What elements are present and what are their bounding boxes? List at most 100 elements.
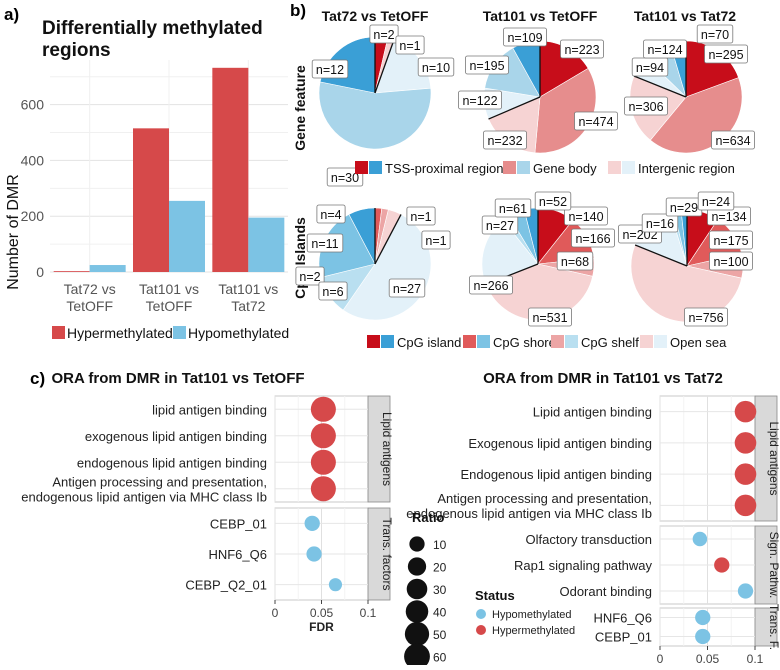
ora-term-label: Exogenous lipid antigen binding <box>468 436 652 451</box>
legend-label: CpG island <box>397 335 461 350</box>
pie-label-box <box>318 281 348 301</box>
legend-swatch <box>381 335 394 348</box>
ratio-legend-label: 20 <box>433 561 447 575</box>
ora-strip-label: Trans. factors <box>380 518 394 591</box>
ratio-legend-dot <box>404 643 430 670</box>
status-legend-dot-hyper <box>476 625 486 635</box>
ora-dot-plots: ORA from DMR in Tat101 vs TetOFF Lipid an… <box>21 370 780 670</box>
ora-dot <box>310 396 336 422</box>
ratio-legend-label: 10 <box>433 538 447 552</box>
legend-swatch <box>477 335 490 348</box>
pie-label-box <box>564 206 608 226</box>
pie-label: n=10 <box>422 61 450 75</box>
pie-label: n=1 <box>425 234 446 248</box>
legend-swatch <box>367 335 380 348</box>
pie-divider <box>634 244 688 267</box>
pie-label: n=266 <box>473 279 508 293</box>
pie-slice <box>318 81 432 150</box>
ora-strip-label: Lipid antigens <box>380 412 394 486</box>
ora-term-label: Antigen processing and presentation, <box>437 491 652 506</box>
pie-divider <box>374 214 402 265</box>
legend-swatch <box>355 161 368 174</box>
pie-label: n=61 <box>499 202 527 216</box>
ratio-legend-label: 40 <box>433 606 447 620</box>
ora-dot <box>306 546 322 562</box>
ora-term-label: lipid antigen binding <box>152 402 267 417</box>
x-tick-label: Tat101 vs <box>218 281 278 297</box>
pie-label-box <box>369 24 399 44</box>
x-tick-label: Tat101 vs <box>139 281 199 297</box>
pie-label-box <box>709 230 753 250</box>
ora-term-label: Odorant binding <box>559 584 652 599</box>
pie-row-label-cpg: CpG Islands <box>292 217 308 299</box>
bar-hypomethylated <box>169 200 205 272</box>
ora-dot <box>734 463 757 485</box>
pie-cpg-1: n=140 n=166 n=68 n=531 n=266 n=27 n=61 n=52 <box>469 191 615 327</box>
pie-label: n=122 <box>462 94 497 108</box>
bar-hypermethylated <box>53 271 90 272</box>
pie-label: n=1 <box>410 210 431 224</box>
pie-label-box <box>684 307 728 327</box>
ora-dot <box>310 449 336 475</box>
pie-label: n=195 <box>469 59 504 73</box>
ora-dot <box>734 400 757 423</box>
pie-label: n=29 <box>670 201 698 215</box>
pie-label-box <box>483 130 527 150</box>
x-tick-label: Tat72 <box>231 298 265 314</box>
ratio-legend-label: 60 <box>433 651 447 665</box>
pie-label-box <box>528 307 572 327</box>
pie-label-box <box>711 130 755 150</box>
ora-term-label: exogenous lipid antigen binding <box>85 429 267 444</box>
pie-label-box <box>326 167 364 187</box>
ora-term-label: CEBP_Q2_01 <box>185 578 267 593</box>
pie-divider <box>374 40 395 94</box>
ora-dot <box>310 476 336 502</box>
ratio-legend-title: Ratio <box>412 510 445 525</box>
pie-column-title: Tat72 vs TetOFF <box>322 8 429 24</box>
pie-column-title: Tat101 vs Tat72 <box>634 8 736 24</box>
ratio-legend-dot <box>409 536 425 552</box>
legend-swatch <box>517 161 530 174</box>
legend-label-hyper: Hypermethylated <box>67 325 173 341</box>
pie-label-box <box>709 251 753 271</box>
pie-label: n=474 <box>578 115 613 129</box>
ora-strip <box>367 395 391 503</box>
bar-hypomethylated <box>89 265 126 272</box>
ora-strip-label: Trans. F. <box>767 604 780 650</box>
pie-label-box <box>388 278 426 298</box>
ora-strip <box>754 607 778 647</box>
pie-label: n=756 <box>688 311 723 325</box>
panel-label-a: a) <box>4 5 19 24</box>
pie-label: n=68 <box>561 255 589 269</box>
status-legend-dot-hypo <box>476 609 486 619</box>
ora-x-tick-label: 0 <box>657 652 664 665</box>
ratio-legend-label: 30 <box>433 583 447 597</box>
pie-label: n=166 <box>575 232 610 246</box>
legend-label: Gene body <box>533 161 597 176</box>
ora-dot <box>737 583 754 599</box>
panel-label-b: b) <box>290 1 306 20</box>
x-tick-label: TetOFF <box>66 298 113 314</box>
pie-label-box <box>503 27 547 47</box>
pie-label-box <box>624 96 668 116</box>
pie-label: n=52 <box>539 195 567 209</box>
legend-swatch-hypo <box>173 326 186 339</box>
ora-x-tick-label: 0.05 <box>310 606 334 620</box>
ora-dot <box>310 423 336 449</box>
legend-label: Intergenic region <box>638 161 735 176</box>
pie-charts: Tat72 vs TetOFF Tat101 vs TetOFF Tat101 vs… <box>292 8 755 350</box>
x-tick-label: Tat72 vs <box>64 281 116 297</box>
ora-dot <box>734 432 757 454</box>
pie-label: n=11 <box>311 237 338 251</box>
pie-label-box <box>395 35 425 55</box>
pie-label-box <box>295 266 325 286</box>
legend-label-hypo: Hypomethylated <box>188 325 289 341</box>
bar-hypermethylated <box>133 128 169 272</box>
legend-label: CpG shelf <box>581 335 639 350</box>
ratio-legend-dot <box>404 621 430 647</box>
pie-label-box <box>534 191 572 211</box>
y-tick-label: 200 <box>21 208 45 224</box>
legend-swatch <box>551 335 564 348</box>
ora-term-label: CEBP_01 <box>210 516 267 531</box>
